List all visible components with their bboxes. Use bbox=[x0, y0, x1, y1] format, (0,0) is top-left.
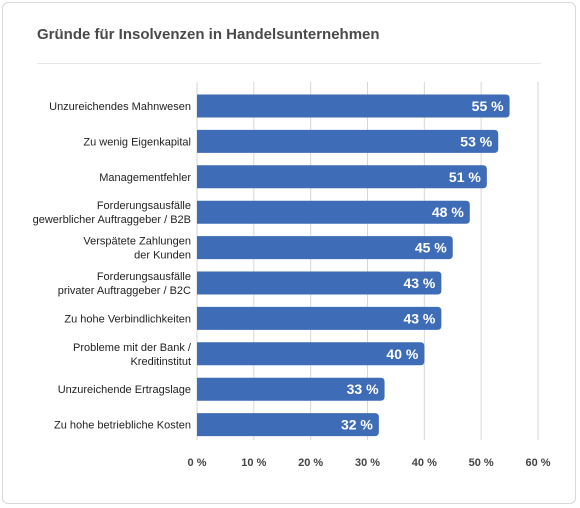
category-label-line: Kreditinstitut bbox=[130, 356, 191, 368]
category-label-line: privater Auftraggeber / B2C bbox=[58, 285, 191, 297]
value-label: 51 % bbox=[449, 169, 481, 185]
value-label: 32 % bbox=[341, 417, 373, 433]
category-label-line: Zu hohe betriebliche Kosten bbox=[54, 420, 191, 432]
category-label: Zu wenig Eigenkapital bbox=[83, 136, 191, 148]
category-label-line: Managementfehler bbox=[99, 172, 191, 184]
category-label-line: Verspätete Zahlungen bbox=[83, 236, 191, 248]
bar bbox=[197, 377, 385, 401]
category-label: Zu hohe betriebliche Kosten bbox=[54, 420, 191, 432]
chart-title: Gründe für Insolvenzen in Handelsunterne… bbox=[37, 26, 380, 43]
title-divider bbox=[37, 63, 541, 64]
bar bbox=[197, 165, 487, 189]
category-label-line: Probleme mit der Bank / bbox=[73, 342, 192, 354]
category-label: Probleme mit der Bank / Kreditinstitut bbox=[73, 342, 192, 368]
bar bbox=[197, 306, 442, 330]
value-label: 40 % bbox=[386, 346, 418, 362]
category-label: Unzureichende Ertragslage bbox=[58, 384, 191, 396]
category-label: Managementfehler bbox=[99, 172, 191, 184]
category-label-line: Forderungsausfälle bbox=[97, 200, 191, 212]
category-label: Verspätete Zahlungen der Kunden bbox=[83, 236, 191, 262]
x-tick-label: 40 % bbox=[412, 457, 437, 469]
value-label: 43 % bbox=[403, 275, 435, 291]
x-tick-label: 60 % bbox=[525, 457, 550, 469]
value-label: 33 % bbox=[347, 381, 379, 397]
category-label-line: gewerblicher Auftraggeber / B2B bbox=[33, 214, 191, 226]
category-label-line: Zu hohe Verbindlichkeiten bbox=[64, 313, 191, 325]
value-label: 45 % bbox=[415, 240, 447, 256]
category-label: Forderungsausfälle gewerblicher Auftragge… bbox=[33, 200, 191, 226]
category-label-line: Zu wenig Eigenkapital bbox=[83, 136, 191, 148]
bar bbox=[197, 342, 425, 366]
value-label: 55 % bbox=[472, 98, 504, 114]
category-label: Forderungsausfälle privater Auftraggeber … bbox=[58, 271, 191, 297]
bar bbox=[197, 94, 510, 118]
x-tick-label: 20 % bbox=[298, 457, 323, 469]
bar bbox=[197, 200, 470, 224]
x-tick-label: 50 % bbox=[469, 457, 494, 469]
value-label: 53 % bbox=[460, 133, 492, 149]
value-label: 48 % bbox=[432, 204, 464, 220]
x-tick-label: 10 % bbox=[241, 457, 266, 469]
category-label: Zu hohe Verbindlichkeiten bbox=[64, 313, 191, 325]
category-label: Unzureichendes Mahnwesen bbox=[49, 101, 191, 113]
category-label-line: Unzureichendes Mahnwesen bbox=[49, 101, 191, 113]
x-tick-label: 30 % bbox=[355, 457, 380, 469]
value-label: 43 % bbox=[403, 310, 435, 326]
bar bbox=[197, 129, 499, 153]
category-label-line: der Kunden bbox=[134, 250, 191, 262]
bar bbox=[197, 413, 379, 437]
category-label-line: Forderungsausfälle bbox=[97, 271, 191, 283]
bar bbox=[197, 271, 442, 295]
bar bbox=[197, 236, 453, 260]
category-label-line: Unzureichende Ertragslage bbox=[58, 384, 191, 396]
x-tick-label: 0 % bbox=[188, 457, 207, 469]
